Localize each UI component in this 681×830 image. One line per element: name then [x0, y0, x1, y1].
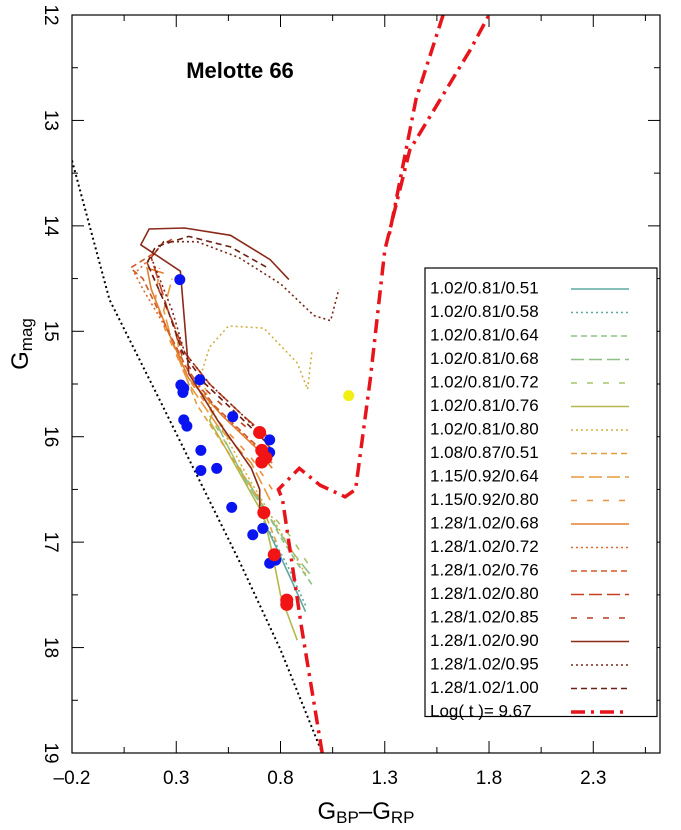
star-point — [267, 548, 281, 562]
y-axis-label-part: G — [7, 351, 34, 370]
y-tick-label: 19 — [40, 742, 61, 763]
star-point — [174, 274, 186, 286]
track-line — [146, 235, 271, 448]
x-tick-label: –0.2 — [54, 768, 91, 789]
legend-label: 1.02/0.81/0.80 — [430, 419, 539, 438]
x-axis-label: GBP–GRP — [318, 798, 415, 826]
x-tick-label: 1.8 — [476, 768, 502, 789]
zams-line — [72, 160, 324, 753]
legend-label: 1.02/0.81/0.64 — [430, 325, 539, 344]
star-point — [226, 501, 238, 513]
x-axis-label-part: –G — [359, 798, 391, 825]
star-point — [181, 420, 193, 432]
legend-label: 1.02/0.81/0.51 — [430, 278, 539, 297]
legend-label: 1.28/1.02/0.76 — [430, 560, 539, 579]
track-line — [200, 325, 313, 575]
star-point — [280, 597, 294, 611]
track-line — [129, 251, 271, 459]
y-tick-label: 17 — [40, 532, 61, 553]
legend-label: 1.15/0.92/0.80 — [430, 490, 539, 509]
star-point — [247, 529, 259, 541]
star-point — [194, 374, 206, 386]
star-point — [257, 506, 271, 520]
legend-label: 1.28/1.02/0.80 — [430, 584, 539, 603]
y-tick-label: 14 — [40, 215, 61, 237]
x-axis-label-part: BP — [336, 808, 359, 827]
x-axis-label-part: G — [318, 798, 337, 825]
x-tick-label: 0.3 — [163, 768, 189, 789]
star-point — [259, 451, 273, 465]
y-axis-label-part: mag — [17, 318, 36, 351]
x-tick-label: 0.8 — [267, 768, 293, 789]
legend-label: 1.02/0.81/0.58 — [430, 302, 539, 321]
track-line — [208, 410, 298, 641]
legend-label: 1.02/0.81/0.76 — [430, 396, 539, 415]
star-point — [343, 390, 355, 402]
legend-label: 1.28/1.02/0.95 — [430, 654, 539, 673]
star-point — [227, 411, 239, 423]
plot-area — [72, 15, 491, 753]
legend-label: 1.28/1.02/1.00 — [430, 678, 539, 697]
track-line — [154, 267, 273, 490]
y-tick-label: 16 — [40, 426, 61, 447]
x-tick-label: 2.3 — [580, 768, 606, 789]
star-point — [253, 425, 267, 439]
y-tick-label: 15 — [40, 321, 61, 342]
track-line — [133, 256, 273, 464]
star-point — [177, 386, 189, 398]
legend-label: 1.02/0.81/0.72 — [430, 372, 539, 391]
legend-label: 1.15/0.92/0.64 — [430, 466, 539, 485]
legend-label: 1.28/1.02/0.90 — [430, 631, 539, 650]
track-line — [238, 467, 313, 585]
legend-label: 1.08/0.87/0.51 — [430, 443, 539, 462]
y-tick-label: 13 — [40, 110, 61, 131]
x-axis-label-part: RP — [391, 808, 415, 827]
star-point — [195, 444, 207, 456]
track-line — [150, 240, 340, 438]
y-tick-label: 12 — [40, 4, 61, 25]
x-tick-label: 1.3 — [372, 768, 398, 789]
y-tick-label: 18 — [40, 637, 61, 658]
track-line — [263, 520, 307, 613]
chart-title: Melotte 66 — [186, 58, 294, 83]
track-line — [162, 278, 271, 501]
legend-label: 1.28/1.02/0.68 — [430, 513, 539, 532]
track-line — [146, 235, 269, 443]
plot-frame — [71, 14, 661, 754]
star-point — [257, 522, 269, 534]
star-point — [264, 434, 276, 446]
track-line — [139, 227, 290, 516]
track-line — [276, 15, 491, 753]
legend-label: Log( t )= 9.67 — [430, 701, 532, 720]
legend-label: 1.02/0.81/0.68 — [430, 349, 539, 368]
star-point — [195, 464, 207, 476]
legend-label: 1.28/1.02/0.72 — [430, 537, 539, 556]
track-line — [146, 266, 273, 469]
star-point — [211, 462, 223, 474]
y-axis-label: Gmag — [7, 318, 35, 370]
legend-label: 1.28/1.02/0.85 — [430, 607, 539, 626]
track-line — [175, 331, 278, 543]
